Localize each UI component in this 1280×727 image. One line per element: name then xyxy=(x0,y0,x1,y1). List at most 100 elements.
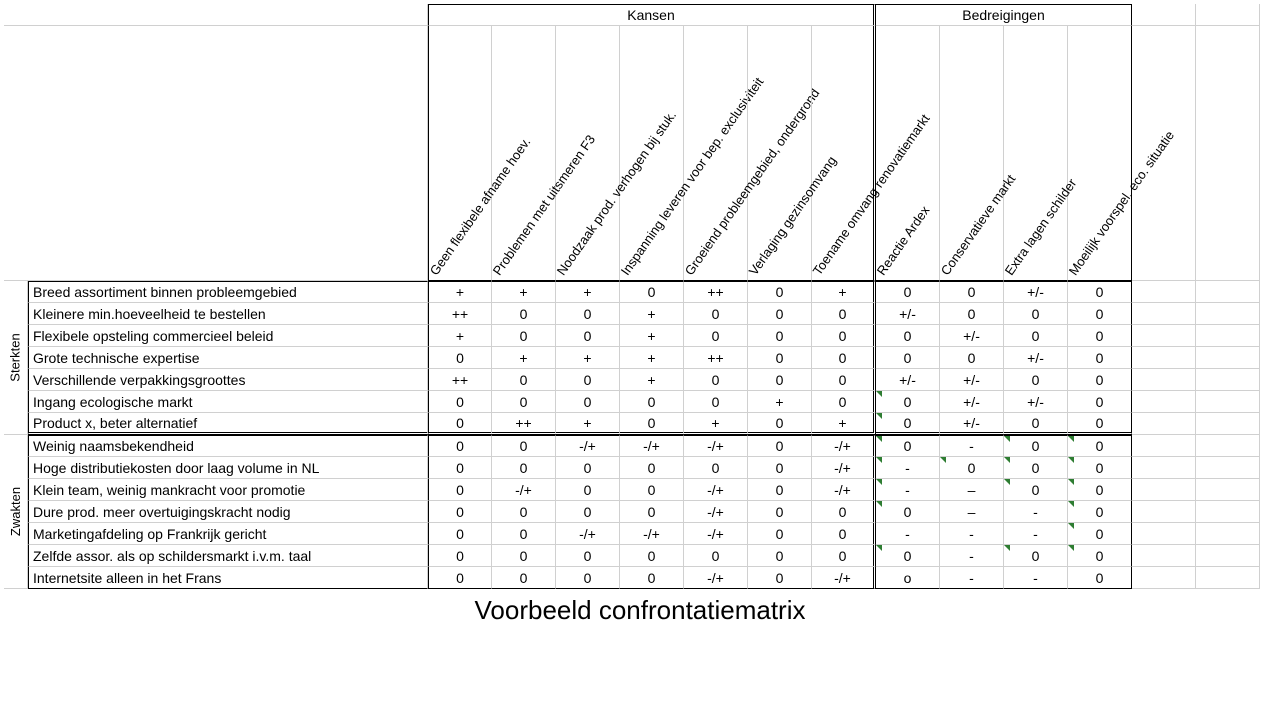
blank-cell xyxy=(1196,523,1260,545)
data-cell: 0 xyxy=(748,435,812,457)
column-header: Noodzaak prod. verhogen bij stuk. xyxy=(556,26,620,281)
data-cell: - xyxy=(1004,501,1068,523)
column-header: Verlaging gezinsomvang xyxy=(748,26,812,281)
column-header: Groeiend probleemgebied, ondergrond xyxy=(684,26,748,281)
data-cell: - xyxy=(876,523,940,545)
data-cell: 0 xyxy=(812,545,876,567)
data-cell: -/+ xyxy=(812,457,876,479)
data-cell: 0 xyxy=(876,281,940,303)
data-cell: - xyxy=(940,435,1004,457)
blank-cell xyxy=(1196,281,1260,303)
caption: Voorbeeld confrontatiematrix xyxy=(4,595,1276,626)
row-group-label: Sterkten xyxy=(4,281,28,435)
data-cell: 0 xyxy=(876,391,940,413)
blank-cell xyxy=(1132,391,1196,413)
data-cell: – xyxy=(940,479,1004,501)
data-cell: -/+ xyxy=(684,479,748,501)
row-label: Marketingafdeling op Frankrijk gericht xyxy=(28,523,428,545)
blank-cell xyxy=(1196,413,1260,435)
data-cell: 0 xyxy=(1068,523,1132,545)
data-cell: 0 xyxy=(1004,457,1068,479)
data-cell: -/+ xyxy=(684,435,748,457)
row-label: Grote technische expertise xyxy=(28,347,428,369)
data-cell: 0 xyxy=(1068,325,1132,347)
blank-cell xyxy=(1196,435,1260,457)
data-cell: 0 xyxy=(620,413,684,435)
row-label: Verschillende verpakkingsgroottes xyxy=(28,369,428,391)
data-cell: 0 xyxy=(492,435,556,457)
data-cell: -/+ xyxy=(492,479,556,501)
data-cell: 0 xyxy=(428,413,492,435)
data-cell: 0 xyxy=(556,369,620,391)
data-cell: +/- xyxy=(1004,281,1068,303)
data-cell: 0 xyxy=(556,391,620,413)
data-cell: 0 xyxy=(940,347,1004,369)
data-cell: 0 xyxy=(1004,325,1068,347)
data-cell: 0 xyxy=(556,545,620,567)
data-cell: 0 xyxy=(684,325,748,347)
column-header: Extra lagen schilder xyxy=(1004,26,1068,281)
data-cell: -/+ xyxy=(812,435,876,457)
data-cell: 0 xyxy=(1068,545,1132,567)
data-cell: +/- xyxy=(876,303,940,325)
column-header: Geen flexibele afname hoev. xyxy=(428,26,492,281)
data-cell: 0 xyxy=(684,369,748,391)
blank-cell xyxy=(1196,545,1260,567)
data-cell: ++ xyxy=(684,281,748,303)
row-label: Klein team, weinig mankracht voor promot… xyxy=(28,479,428,501)
data-cell: 0 xyxy=(1004,545,1068,567)
data-cell: + xyxy=(556,413,620,435)
data-cell: + xyxy=(556,281,620,303)
column-header: Inspanning leveren voor bep. exclusivite… xyxy=(620,26,684,281)
blank-cell xyxy=(1132,457,1196,479)
blank-cell xyxy=(1132,347,1196,369)
data-cell: 0 xyxy=(620,545,684,567)
data-cell: 0 xyxy=(748,303,812,325)
data-cell: + xyxy=(620,303,684,325)
data-cell: 0 xyxy=(492,369,556,391)
blank-cell xyxy=(1132,325,1196,347)
data-cell: 0 xyxy=(812,303,876,325)
data-cell: 0 xyxy=(748,545,812,567)
data-cell: -/+ xyxy=(812,479,876,501)
data-cell: - xyxy=(876,479,940,501)
data-cell: 0 xyxy=(1068,391,1132,413)
data-cell: -/+ xyxy=(684,523,748,545)
data-cell: 0 xyxy=(492,303,556,325)
blank-cell xyxy=(1132,413,1196,435)
data-cell: 0 xyxy=(428,567,492,589)
data-cell: 0 xyxy=(428,523,492,545)
blank-cell xyxy=(1132,479,1196,501)
data-cell: 0 xyxy=(748,457,812,479)
blank-cell xyxy=(1132,281,1196,303)
data-cell: - xyxy=(876,457,940,479)
data-cell: 0 xyxy=(1068,501,1132,523)
data-cell: 0 xyxy=(620,457,684,479)
data-cell: + xyxy=(684,413,748,435)
data-cell: 0 xyxy=(428,479,492,501)
data-cell: 0 xyxy=(684,457,748,479)
data-cell: 0 xyxy=(748,501,812,523)
data-cell: 0 xyxy=(812,369,876,391)
data-cell: + xyxy=(620,347,684,369)
blank-cell xyxy=(1196,325,1260,347)
data-cell: 0 xyxy=(620,391,684,413)
data-cell: + xyxy=(812,281,876,303)
data-cell: 0 xyxy=(620,567,684,589)
data-cell: -/+ xyxy=(684,567,748,589)
data-cell: + xyxy=(428,281,492,303)
data-cell: o xyxy=(876,567,940,589)
data-cell: 0 xyxy=(492,545,556,567)
data-cell: 0 xyxy=(748,281,812,303)
data-cell: -/+ xyxy=(620,435,684,457)
blank-cell xyxy=(1132,567,1196,589)
data-cell: 0 xyxy=(1068,347,1132,369)
blank-cell xyxy=(1132,4,1196,26)
data-cell: -/+ xyxy=(556,435,620,457)
data-cell: 0 xyxy=(556,303,620,325)
blank-cell xyxy=(1196,4,1260,26)
data-cell: 0 xyxy=(492,567,556,589)
row-group-label-text: Zwakten xyxy=(8,487,23,536)
data-cell: - xyxy=(940,567,1004,589)
data-cell: 0 xyxy=(428,501,492,523)
